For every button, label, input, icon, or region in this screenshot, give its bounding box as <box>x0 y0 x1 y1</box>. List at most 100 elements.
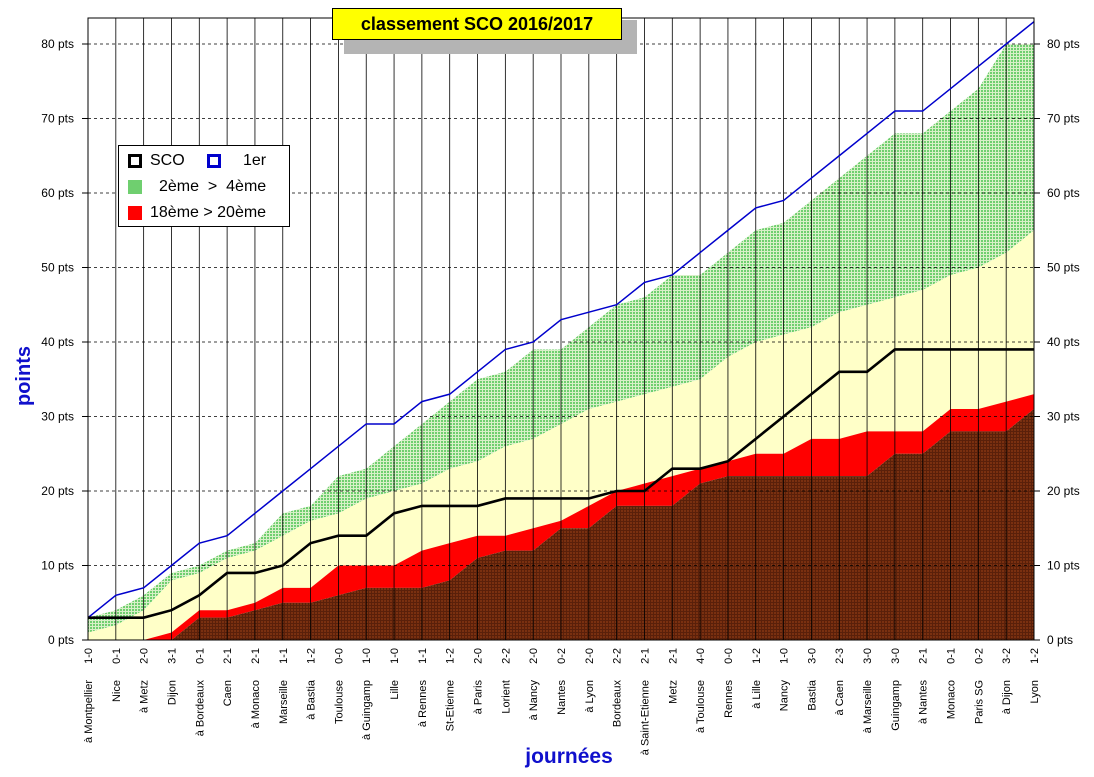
series-lines <box>87 21 1035 619</box>
legend: SCO 1er 2ème > 4ème 18ème > 20ème <box>118 145 290 227</box>
x-tick-label: 0-1 Nice <box>111 648 123 702</box>
x-tick-label: 1-2 Lyon <box>1029 648 1041 703</box>
x-tick-score: 2-0 <box>584 648 596 664</box>
x-tick-label: 3-0 Guingamp <box>890 648 902 731</box>
x-tick-label: 3-0 à Marseille <box>862 648 874 733</box>
x-tick-opponent: Lyon <box>1029 680 1041 703</box>
y-axis-right: 0 pts 10 pts 20 pts 30 pts 40 pts 50 pts 60 pt… <box>1034 37 1080 647</box>
x-tick-score: 3-0 <box>806 648 818 664</box>
x-tick-score: 3-0 <box>890 648 902 664</box>
x-tick-opponent: Metz <box>667 680 679 704</box>
x-tick-label: 0-0 Toulouse <box>333 648 345 724</box>
y-tick-label-right: 30 pts <box>1047 410 1080 424</box>
x-tick-opponent: Nice <box>111 680 123 702</box>
x-tick-label: 1-0 à Montpellier <box>83 648 95 743</box>
x-tick-label: 4-0 à Toulouse <box>695 648 707 733</box>
y-tick-label-right: 60 pts <box>1047 186 1080 200</box>
x-tick-label: 0-1 à Bordeaux <box>194 648 206 736</box>
y-tick-label-left: 40 pts <box>41 335 74 349</box>
x-tick-label: 1-1 à Rennes <box>417 648 429 727</box>
x-tick-score: 0-2 <box>973 648 985 664</box>
top-band-2-4 <box>88 44 1034 633</box>
x-tick-opponent: à Paris <box>473 680 485 715</box>
x-tick-label: 2-2 Bordeaux <box>612 648 624 727</box>
x-tick-score: 1-0 <box>779 648 791 664</box>
y-tick-label-left: 60 pts <box>41 186 74 200</box>
x-tick-opponent: Guingamp <box>890 680 902 731</box>
x-tick-opponent: Lorient <box>500 680 512 714</box>
x-tick-opponent: à Nantes <box>918 680 930 725</box>
x-tick-label: 2-0 à Nancy <box>528 648 540 720</box>
x-tick-label: 1-0 Nancy <box>779 648 791 711</box>
y-tick-label-left: 20 pts <box>41 484 74 498</box>
x-tick-label: 2-1 à Monaco <box>250 648 262 728</box>
x-tick-opponent: à Caen <box>834 680 846 715</box>
x-tick-label: 2-1 Metz <box>667 648 679 704</box>
x-tick-score: 3-1 <box>166 648 178 664</box>
x-tick-opponent: Caen <box>222 680 234 706</box>
y-tick-label-right: 80 pts <box>1047 37 1080 51</box>
x-tick-label: 2-2 Lorient <box>500 648 512 714</box>
chart-title: classement SCO 2016/2017 <box>360 14 594 34</box>
x-axis-title: journées <box>524 745 613 768</box>
x-tick-label: 2-1 à Saint-Etienne <box>639 648 651 755</box>
x-tick-opponent: à Guingamp <box>361 680 373 740</box>
x-tick-label: 0-2 Paris SG <box>973 648 985 724</box>
x-axis: 1-0 à Montpellier 0-1 Nice 2-0 à Metz 3-1 Dijon… <box>83 648 1041 755</box>
x-tick-score: 1-0 <box>389 648 401 664</box>
x-tick-score: 0-0 <box>723 648 735 664</box>
x-tick-score: 4-0 <box>695 648 707 664</box>
y-tick-label-right: 0 pts <box>1047 633 1073 647</box>
x-tick-score: 0-0 <box>333 648 345 664</box>
x-tick-score: 2-3 <box>834 648 846 664</box>
x-tick-label: 2-3 à Caen <box>834 648 846 715</box>
y-tick-label-right: 20 pts <box>1047 484 1080 498</box>
x-tick-opponent: à Dijon <box>1001 680 1013 714</box>
x-tick-opponent: à Montpellier <box>83 680 95 743</box>
x-tick-label: 1-0 à Guingamp <box>361 648 373 740</box>
x-tick-opponent: à Toulouse <box>695 680 707 733</box>
x-tick-score: 1-0 <box>83 648 95 664</box>
x-tick-opponent: Dijon <box>166 680 178 705</box>
x-tick-label: 2-1 à Nantes <box>918 648 930 724</box>
y-tick-label-right: 50 pts <box>1047 261 1080 275</box>
y-tick-label-left: 30 pts <box>41 410 74 424</box>
x-tick-label: 2-0 à Metz <box>139 648 151 713</box>
x-tick-opponent: Rennes <box>723 680 735 718</box>
x-tick-score: 2-1 <box>639 648 651 664</box>
x-tick-score: 2-2 <box>612 648 624 664</box>
x-tick-label: 1-2 à Lille <box>751 648 763 709</box>
x-tick-score: 0-2 <box>556 648 568 664</box>
bottom-fill <box>88 409 1034 640</box>
x-tick-score: 1-1 <box>417 648 429 664</box>
x-tick-score: 2-1 <box>918 648 930 664</box>
y-tick-label-left: 80 pts <box>41 37 74 51</box>
x-tick-score: 3-2 <box>1001 648 1013 664</box>
x-tick-score: 2-2 <box>500 648 512 664</box>
x-tick-opponent: à Bastia <box>306 679 318 720</box>
legend-label-first: 1er <box>243 152 267 169</box>
x-tick-label: 0-0 Rennes <box>723 648 735 718</box>
x-tick-opponent: à Nancy <box>528 680 540 721</box>
x-tick-opponent: à Monaco <box>250 680 262 728</box>
y-tick-label-right: 40 pts <box>1047 335 1080 349</box>
x-tick-score: 1-2 <box>306 648 318 664</box>
x-tick-opponent: Paris SG <box>973 680 985 724</box>
legend-label-sco: SCO <box>150 152 185 169</box>
x-tick-opponent: à Metz <box>139 680 151 713</box>
x-tick-label: 0-1 Monaco <box>946 648 958 719</box>
x-tick-score: 2-1 <box>222 648 234 664</box>
legend-swatch-top <box>128 180 142 194</box>
x-tick-label: 3-1 Dijon <box>166 648 178 705</box>
x-tick-opponent: Lille <box>389 680 401 700</box>
title-box: classement SCO 2016/2017 <box>332 8 622 40</box>
x-tick-score: 0-1 <box>194 648 206 664</box>
x-tick-label: 1-2 St-Etienne <box>445 648 457 731</box>
x-tick-opponent: Nancy <box>779 680 791 712</box>
x-tick-label: 2-0 à Lyon <box>584 648 596 713</box>
x-tick-label: 2-1 Caen <box>222 648 234 706</box>
legend-swatch-first <box>207 154 221 168</box>
x-tick-score: 0-1 <box>111 648 123 664</box>
x-tick-opponent: Marseille <box>278 680 290 724</box>
x-tick-label: 1-0 Lille <box>389 648 401 700</box>
